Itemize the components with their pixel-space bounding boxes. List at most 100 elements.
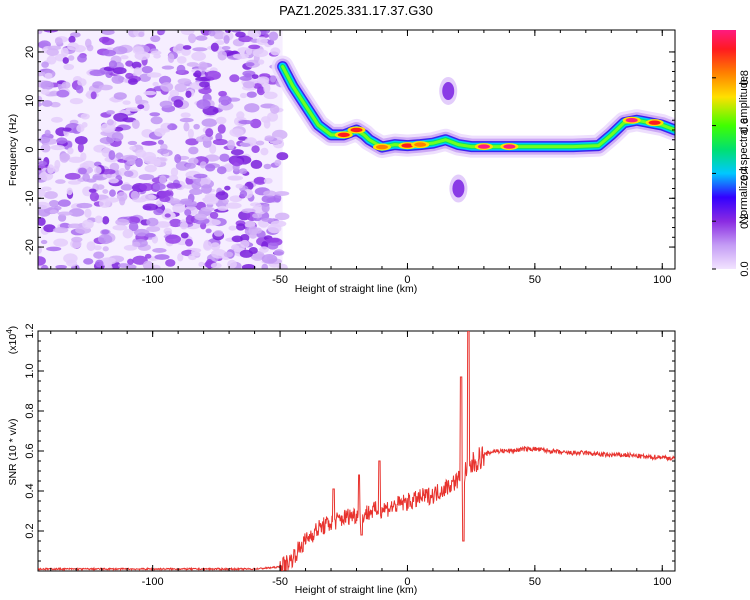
noise-blob — [179, 221, 188, 230]
noise-blob — [44, 72, 53, 80]
noise-blob — [205, 163, 216, 172]
noise-blob — [186, 62, 199, 67]
noise-blob — [253, 176, 267, 185]
noise-blob — [259, 246, 269, 253]
noise-blob — [67, 42, 80, 51]
noise-blob — [261, 194, 276, 204]
noise-blob — [46, 55, 57, 65]
snr-panel: -100 -50 0 50 100 0.2 0.4 0.6 0.8 1.0 1.2 Height … — [5, 323, 676, 596]
noise-blob — [165, 259, 176, 267]
noise-blob — [38, 71, 46, 77]
noise-blob — [196, 99, 211, 110]
noise-blob — [84, 208, 92, 218]
noise-blob — [96, 184, 105, 190]
noise-blob — [219, 153, 230, 162]
noise-blob — [216, 166, 227, 175]
y-tick-label: 0.2 — [24, 523, 36, 538]
spectrogram-y-ticks: -20 -10 0 10 20 — [24, 46, 675, 255]
noise-blob — [229, 74, 240, 83]
noise-blob — [159, 100, 173, 108]
noise-blob — [260, 147, 269, 156]
noise-blob — [112, 67, 127, 75]
noise-blob — [165, 234, 182, 244]
noise-blob — [177, 253, 184, 262]
noise-blob — [101, 229, 110, 235]
noise-blob — [46, 48, 59, 57]
noise-blob — [238, 168, 248, 175]
noise-blob — [181, 47, 191, 56]
snr-line — [38, 331, 675, 571]
noise-blob — [67, 180, 81, 185]
snr-x-label: Height of straight line (km) — [295, 584, 418, 596]
noise-blob — [60, 47, 69, 57]
noise-blob — [188, 146, 199, 155]
noise-blob — [239, 190, 248, 198]
noise-blob — [195, 35, 208, 41]
noise-blob — [135, 157, 143, 168]
noise-blob — [127, 258, 134, 265]
noise-blob — [119, 196, 126, 206]
noise-blob — [198, 261, 205, 268]
noise-blob — [191, 181, 201, 190]
noise-blob — [174, 83, 187, 93]
noise-blob — [80, 113, 90, 120]
noise-blob — [113, 112, 129, 122]
noise-blob — [151, 235, 159, 244]
noise-blob — [260, 116, 272, 124]
noise-blob — [167, 53, 175, 64]
noise-blob — [125, 60, 134, 67]
noise-blob — [221, 45, 231, 51]
noise-blob — [267, 242, 279, 250]
noise-blob — [150, 35, 161, 43]
noise-blob — [120, 55, 129, 60]
colorbar-gradient — [712, 30, 736, 269]
noise-blob — [53, 165, 60, 173]
x-tick-label: -50 — [272, 576, 288, 588]
noise-blob — [215, 116, 227, 125]
noise-blob — [142, 102, 150, 112]
snr-frame — [37, 330, 676, 572]
noise-blob — [102, 49, 117, 57]
noise-blob — [38, 245, 43, 255]
noise-blob — [198, 81, 210, 88]
noise-blob — [146, 72, 162, 78]
noise-blob — [38, 160, 48, 167]
noise-blob — [43, 224, 56, 233]
noise-blob — [194, 70, 202, 78]
noise-blob — [146, 217, 159, 227]
y-tick-label: 20 — [24, 46, 36, 58]
hot-spot — [337, 132, 350, 138]
noise-blob — [185, 214, 194, 225]
noise-blob — [109, 189, 116, 197]
noise-blob — [218, 90, 227, 97]
hot-spot — [401, 143, 414, 148]
noise-blob — [223, 35, 230, 44]
noise-blob — [227, 259, 237, 269]
noise-blob — [129, 145, 136, 151]
noise-blob — [102, 216, 110, 225]
noise-blob — [56, 89, 70, 98]
noise-blob — [62, 57, 69, 64]
noise-blob — [179, 117, 194, 123]
noise-blob — [81, 122, 88, 128]
y-tick-label: 0.4 — [24, 483, 36, 498]
hot-spot — [648, 120, 661, 125]
noise-blob — [113, 126, 124, 132]
noise-blob — [261, 203, 270, 213]
noise-blob — [64, 172, 81, 180]
noise-blob — [106, 110, 115, 115]
noise-blob — [38, 30, 43, 35]
noise-blob — [203, 195, 219, 205]
noise-blob — [57, 211, 73, 216]
noise-blob — [144, 233, 156, 238]
noise-blob — [152, 81, 159, 87]
snr-y-ticks: 0.2 0.4 0.6 0.8 1.0 1.2 — [24, 323, 675, 562]
y-tick-label: 1.0 — [24, 363, 36, 378]
noise-blob — [158, 175, 167, 185]
noise-blob — [229, 176, 242, 181]
noise-blob — [113, 92, 127, 100]
colorbar-tick-label: 0.2 — [739, 214, 750, 229]
noise-blob — [131, 241, 141, 247]
noise-blob — [149, 112, 161, 117]
noise-blob — [134, 95, 143, 104]
